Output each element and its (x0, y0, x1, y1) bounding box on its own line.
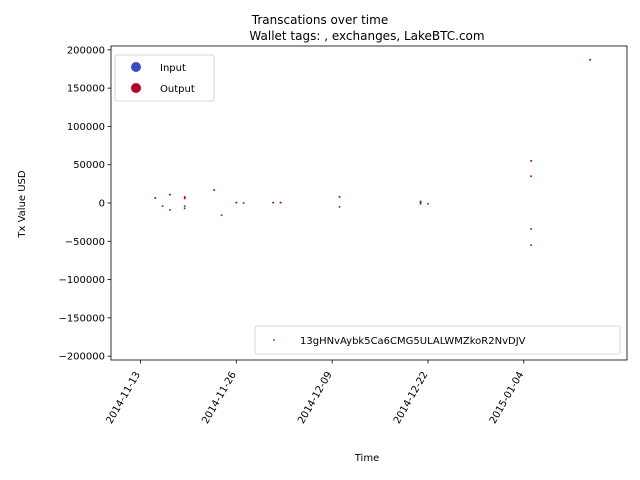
output-point (183, 195, 186, 198)
legend-output-label: Output (160, 84, 195, 95)
input-point (161, 205, 164, 208)
input-point (530, 244, 533, 247)
input-point (419, 202, 422, 205)
input-point (530, 228, 533, 231)
y-tick-label: 50000 (73, 160, 105, 171)
input-point (168, 208, 171, 211)
y-tick-label: 150000 (67, 84, 105, 95)
output-point (530, 175, 533, 178)
x-tick-label: 2014-12-09 (296, 370, 335, 426)
legend-output-marker (131, 83, 141, 93)
legend-top: Input Output (114, 54, 215, 102)
y-tick-label: 200000 (67, 45, 105, 56)
y-tick-label: 0 (99, 199, 105, 210)
x-tick-label: 2014-12-22 (392, 370, 431, 426)
y-axis: −200000 −150000 −100000 −50000 0 50000 100000 1… (58, 45, 111, 363)
input-point (183, 205, 186, 208)
output-point (589, 58, 592, 61)
output-point (338, 195, 341, 198)
chart-title: Wallet tags: , exchanges, LakeBTC.com (249, 29, 484, 43)
output-point (272, 201, 275, 204)
x-axis-label: Time (354, 453, 379, 464)
y-axis-label: Tx Value USD (17, 170, 28, 239)
input-point (426, 202, 429, 205)
output-point (154, 197, 157, 200)
y-tick-label: 100000 (67, 122, 105, 133)
legend-bottom: 13gHNvAybk5Ca6CMG5ULALWMZkoR2NvDJV (254, 325, 621, 355)
input-point (242, 202, 245, 204)
legend-address-label: 13gHNvAybk5Ca6CMG5ULALWMZkoR2NvDJV (300, 336, 526, 347)
output-point (213, 188, 216, 191)
input-point (183, 207, 186, 210)
output-point (183, 197, 186, 200)
x-tick-label: 2014-11-26 (200, 370, 239, 426)
output-point (530, 159, 533, 162)
data-points (154, 58, 592, 247)
output-point (168, 193, 171, 196)
input-point (220, 214, 223, 217)
output-point (235, 201, 238, 204)
x-axis: 2014-11-13 2014-11-26 2014-12-09 2014-12-22… (104, 360, 526, 426)
input-point (338, 205, 341, 208)
legend-input-marker (131, 62, 141, 72)
legend-address-marker (273, 339, 275, 341)
y-tick-label: −100000 (58, 275, 105, 286)
y-tick-label: −150000 (58, 313, 105, 324)
y-tick-label: −50000 (65, 237, 105, 248)
y-tick-label: −200000 (58, 352, 105, 363)
output-point (279, 201, 282, 204)
legend-bottom-box (254, 325, 621, 355)
legend-input-label: Input (160, 63, 186, 74)
x-tick-label: 2015-01-04 (488, 370, 527, 426)
chart-suptitle: Transcations over time (251, 13, 388, 27)
x-tick-label: 2014-11-13 (104, 370, 143, 426)
